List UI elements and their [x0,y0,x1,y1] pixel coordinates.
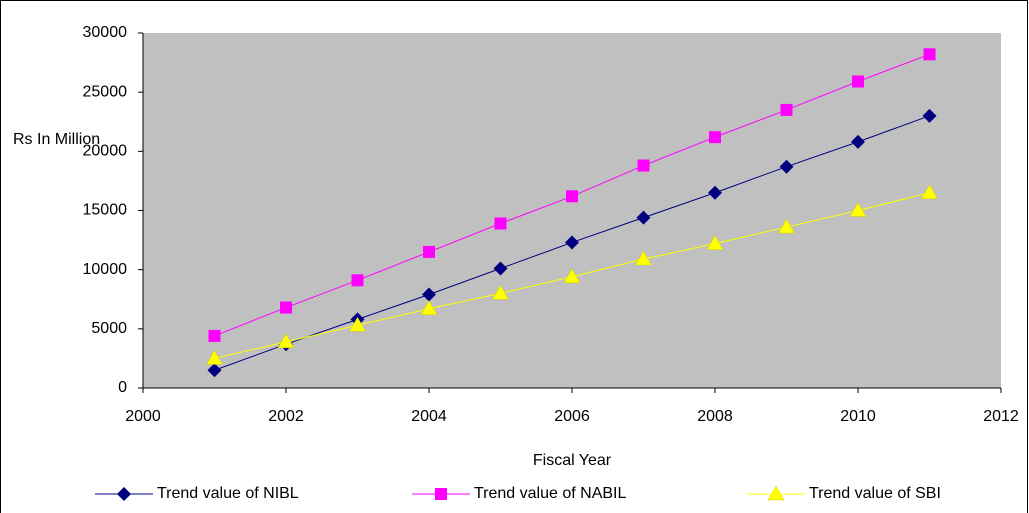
x-axis-label: Fiscal Year [533,452,612,469]
y-tick-label: 30000 [83,24,128,41]
marker [851,134,865,149]
marker [423,245,435,258]
legend-label: Trend value of NIBL [157,485,299,502]
legend-marker [117,487,131,501]
y-tick-label: 0 [118,379,127,396]
marker [778,218,795,234]
y-tick-label: 10000 [83,261,128,278]
marker [849,201,867,217]
x-tick-label: 2006 [554,408,590,425]
x-tick-label: 2008 [697,408,733,425]
x-tick-label: 2000 [125,408,161,425]
marker [780,103,793,116]
y-tick-label: 5000 [91,320,127,337]
marker [921,184,938,199]
marker [852,75,864,88]
legend-label: Trend value of NABIL [474,485,626,502]
legend-marker [767,485,785,501]
marker [420,300,438,315]
y-tick-label: 15000 [83,202,128,219]
marker [206,349,223,365]
marker [565,235,579,250]
marker [923,48,936,61]
marker [277,333,295,349]
marker [708,185,722,200]
marker [207,363,222,378]
plot-area [143,33,1001,388]
marker [492,284,509,300]
x-tick-label: 2004 [411,408,447,425]
marker [280,301,292,314]
marker [636,210,651,225]
x-tick-label: 2010 [840,408,876,425]
marker [493,261,508,276]
marker [922,108,937,123]
y-tick-label: 20000 [83,143,128,160]
x-tick-label: 2002 [268,408,304,425]
marker [494,217,507,230]
marker [351,274,364,287]
y-axis-label: Rs In Million [13,131,100,148]
marker [566,190,578,203]
marker [422,287,436,302]
legend-marker [435,488,447,500]
y-tick-label: 25000 [83,83,128,100]
marker [709,131,721,144]
x-tick-label: 2012 [983,408,1019,425]
marker [349,316,366,332]
marker [706,235,724,250]
marker [563,268,581,284]
marker [637,159,650,172]
marker [208,329,221,342]
legend-label: Trend value of SBI [809,485,941,502]
marker [779,159,794,174]
marker [635,250,652,266]
